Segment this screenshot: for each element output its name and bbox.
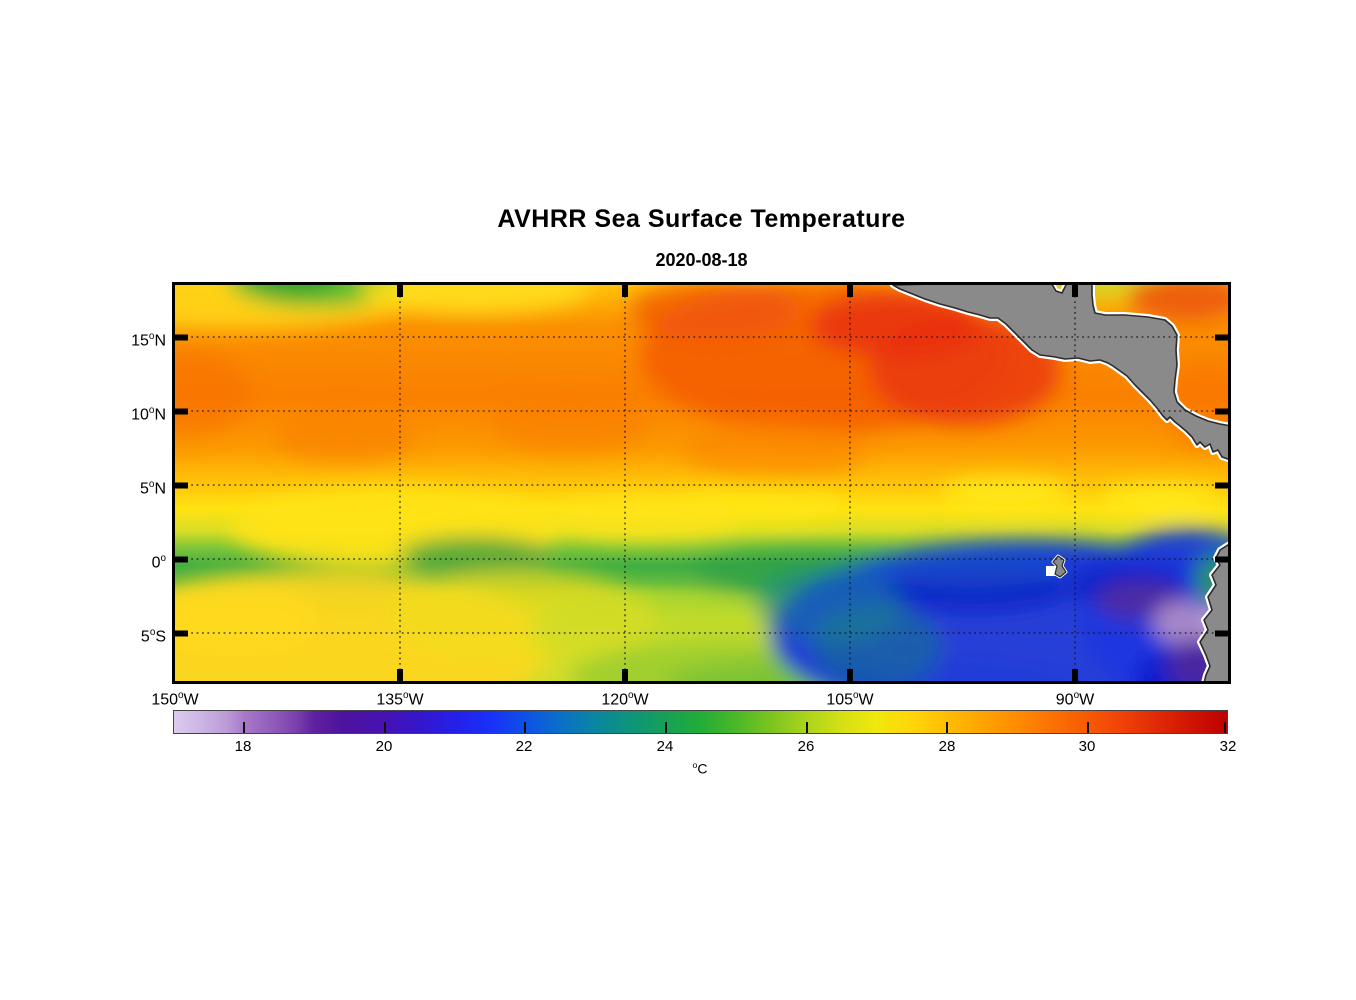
colorbar-label-24: 24 [656,738,674,755]
colorbar-tick [1087,722,1089,733]
x-axis-label-150w: 150oW [151,690,199,709]
colorbar-label-32: 32 [1219,738,1237,755]
chart-title: AVHRR Sea Surface Temperature [497,205,906,233]
sst-map-svg [175,285,1228,681]
x-axis-label-90w: 90oW [1055,690,1095,709]
colorbar-tick [524,722,526,733]
colorbar-tick [946,722,948,733]
sst-map [172,282,1231,684]
land-central-america [890,285,1228,463]
colorbar-tick [665,722,667,733]
y-axis-label-15n: 15oN [131,331,166,350]
colorbar-tick [806,722,808,733]
grid-lines [175,285,1228,681]
colorbar-tick [384,722,386,733]
y-axis-label-5n: 5oN [140,479,166,498]
colorbar-tick [243,722,245,733]
y-axis-label-0: 0o [151,553,166,572]
x-axis-label-135w: 135oW [376,690,424,709]
colorbar-tick [1224,722,1226,733]
colorbar-label-22: 22 [515,738,533,755]
axis-tick-marks [175,285,1228,681]
x-axis-label-105w: 105oW [826,690,874,709]
land-south-america [1197,541,1228,681]
galapagos-island [1046,554,1068,579]
y-axis-label-10n: 10oN [131,405,166,424]
colorbar-label-30: 30 [1078,738,1096,755]
colorbar-label-28: 28 [938,738,956,755]
x-axis-label-120w: 120oW [601,690,649,709]
colorbar [173,710,1228,734]
y-axis-label-5s: 5oS [140,627,166,646]
colorbar-label-26: 26 [797,738,815,755]
colorbar-unit: oC [692,760,708,777]
chart-subtitle-date: 2020-08-18 [655,250,748,270]
colorbar-label-20: 20 [375,738,393,755]
colorbar-label-18: 18 [234,738,252,755]
